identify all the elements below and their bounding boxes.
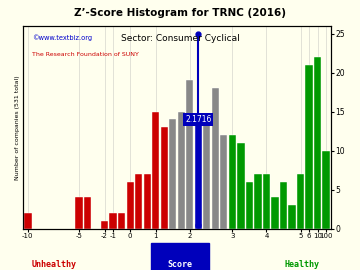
- Bar: [271, 197, 279, 229]
- Bar: [212, 88, 219, 229]
- Text: The Research Foundation of SUNY: The Research Foundation of SUNY: [32, 52, 139, 57]
- Bar: [101, 221, 108, 229]
- Text: Unhealthy: Unhealthy: [32, 260, 76, 269]
- Bar: [161, 127, 168, 229]
- Bar: [152, 112, 159, 229]
- Text: Score: Score: [167, 260, 193, 269]
- Text: 2.1716: 2.1716: [185, 115, 211, 124]
- Bar: [135, 174, 142, 229]
- Bar: [263, 174, 270, 229]
- Bar: [237, 143, 244, 229]
- Bar: [24, 213, 32, 229]
- Bar: [323, 151, 330, 229]
- Bar: [305, 65, 313, 229]
- Bar: [314, 57, 321, 229]
- Bar: [186, 80, 193, 229]
- Bar: [84, 197, 91, 229]
- Text: Z’-Score Histogram for TRNC (2016): Z’-Score Histogram for TRNC (2016): [74, 8, 286, 18]
- Bar: [229, 135, 236, 229]
- Bar: [118, 213, 125, 229]
- Bar: [75, 197, 83, 229]
- Bar: [297, 174, 304, 229]
- Bar: [144, 174, 151, 229]
- Bar: [288, 205, 296, 229]
- Text: Sector: Consumer Cyclical: Sector: Consumer Cyclical: [121, 34, 239, 43]
- Y-axis label: Number of companies (531 total): Number of companies (531 total): [15, 75, 20, 180]
- Bar: [280, 182, 287, 229]
- Bar: [203, 119, 211, 229]
- Bar: [246, 182, 253, 229]
- Bar: [169, 119, 176, 229]
- Bar: [195, 119, 202, 229]
- Bar: [220, 135, 228, 229]
- Bar: [177, 112, 185, 229]
- Text: ©www.textbiz.org: ©www.textbiz.org: [32, 34, 92, 40]
- Bar: [254, 174, 262, 229]
- Bar: [126, 182, 134, 229]
- Text: Healthy: Healthy: [285, 260, 320, 269]
- Bar: [109, 213, 117, 229]
